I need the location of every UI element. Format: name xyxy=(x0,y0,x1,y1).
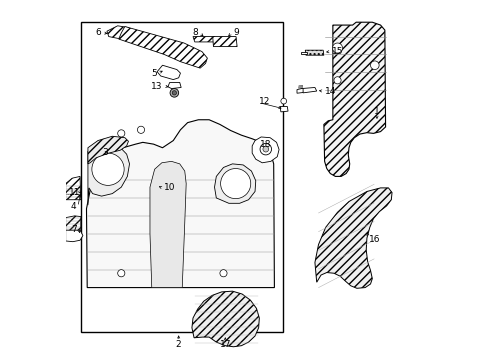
Circle shape xyxy=(263,146,269,152)
Circle shape xyxy=(170,89,179,97)
Polygon shape xyxy=(150,161,186,288)
Text: 3: 3 xyxy=(102,148,108,157)
Text: 7: 7 xyxy=(72,225,77,234)
Circle shape xyxy=(334,77,341,84)
Text: 17: 17 xyxy=(220,341,231,350)
Polygon shape xyxy=(213,37,237,46)
Polygon shape xyxy=(66,176,81,200)
Circle shape xyxy=(220,168,251,199)
Circle shape xyxy=(220,270,227,277)
Text: 10: 10 xyxy=(164,183,176,192)
Polygon shape xyxy=(300,51,307,54)
Polygon shape xyxy=(297,88,303,93)
Text: 13: 13 xyxy=(151,82,163,91)
Polygon shape xyxy=(157,65,180,80)
Text: 11: 11 xyxy=(69,188,80,197)
Circle shape xyxy=(118,270,125,277)
Text: 8: 8 xyxy=(193,28,198,37)
Polygon shape xyxy=(66,216,81,233)
Text: 4: 4 xyxy=(71,202,76,211)
Polygon shape xyxy=(324,22,386,176)
Circle shape xyxy=(137,126,145,134)
Text: 2: 2 xyxy=(176,340,181,349)
Polygon shape xyxy=(305,50,324,55)
Circle shape xyxy=(118,130,125,137)
Circle shape xyxy=(281,98,287,104)
Circle shape xyxy=(333,43,343,53)
Polygon shape xyxy=(193,37,216,42)
Polygon shape xyxy=(66,230,83,242)
Text: 15: 15 xyxy=(332,47,343,56)
Text: 14: 14 xyxy=(324,86,336,95)
Text: 12: 12 xyxy=(259,96,270,105)
Circle shape xyxy=(260,143,271,155)
Circle shape xyxy=(370,61,379,69)
Polygon shape xyxy=(215,164,256,203)
Polygon shape xyxy=(252,137,279,163)
Text: 1: 1 xyxy=(374,107,380,116)
Text: 16: 16 xyxy=(368,235,380,244)
Polygon shape xyxy=(168,82,181,89)
Polygon shape xyxy=(302,87,317,93)
Circle shape xyxy=(172,91,176,95)
Text: 18: 18 xyxy=(260,140,271,149)
Polygon shape xyxy=(87,120,274,288)
Text: 5: 5 xyxy=(151,69,157,78)
Polygon shape xyxy=(88,141,129,205)
Text: 6: 6 xyxy=(95,28,101,37)
Text: 9: 9 xyxy=(234,28,239,37)
Polygon shape xyxy=(119,27,207,68)
Polygon shape xyxy=(107,26,132,39)
Polygon shape xyxy=(88,136,128,164)
Circle shape xyxy=(92,153,124,185)
Polygon shape xyxy=(192,291,259,347)
Polygon shape xyxy=(280,107,288,112)
Bar xyxy=(81,22,283,332)
Polygon shape xyxy=(315,188,392,288)
